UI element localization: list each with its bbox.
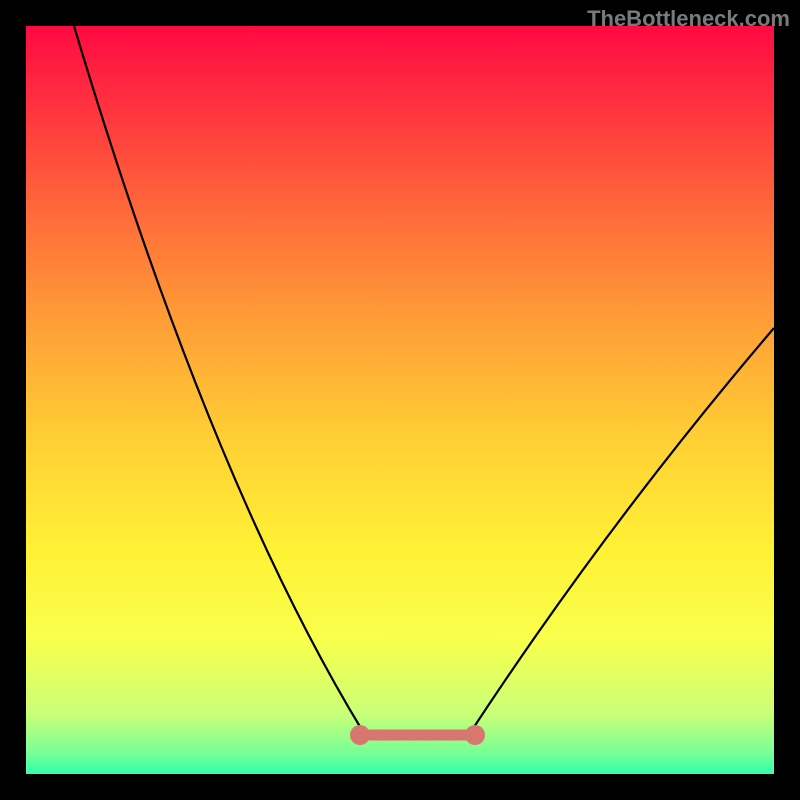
gradient-background <box>26 26 774 774</box>
chart-frame: TheBottleneck.com <box>0 0 800 800</box>
bottleneck-chart <box>0 0 800 800</box>
watermark-text: TheBottleneck.com <box>587 6 790 32</box>
